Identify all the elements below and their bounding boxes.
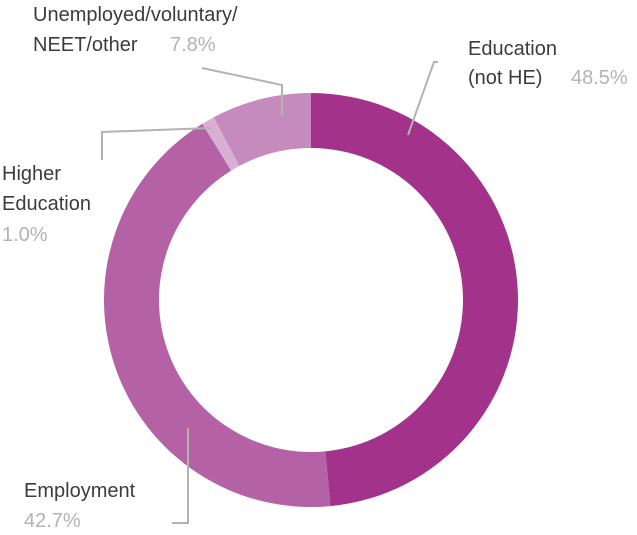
donut-slice-3	[213, 93, 311, 166]
leader-line-higher-education	[101, 127, 211, 160]
label-education-line2: (not HE)	[468, 67, 542, 89]
label-unemployed-line2: NEET/other	[33, 34, 138, 56]
label-education-line1: Education	[468, 38, 557, 60]
leader-line-education	[407, 61, 438, 136]
value-unemployed: 7.8%	[170, 34, 216, 56]
label-higher-education-line1: Higher	[2, 163, 61, 185]
donut-slice-1	[103, 123, 331, 508]
label-higher-education-line2: Education	[2, 193, 91, 215]
donut-slices	[103, 93, 518, 508]
value-higher-education: 1.0%	[2, 224, 48, 246]
donut-slice-0	[311, 93, 518, 507]
leader-line-employment	[172, 428, 189, 524]
value-employment: 42.7%	[24, 510, 81, 532]
label-employment: Employment	[24, 480, 136, 502]
donut-slice-2	[202, 117, 240, 171]
label-unemployed-line1: Unemployed/voluntary/	[33, 4, 238, 26]
leader-line-unemployed	[201, 67, 283, 116]
value-education: 48.5%	[571, 67, 628, 89]
